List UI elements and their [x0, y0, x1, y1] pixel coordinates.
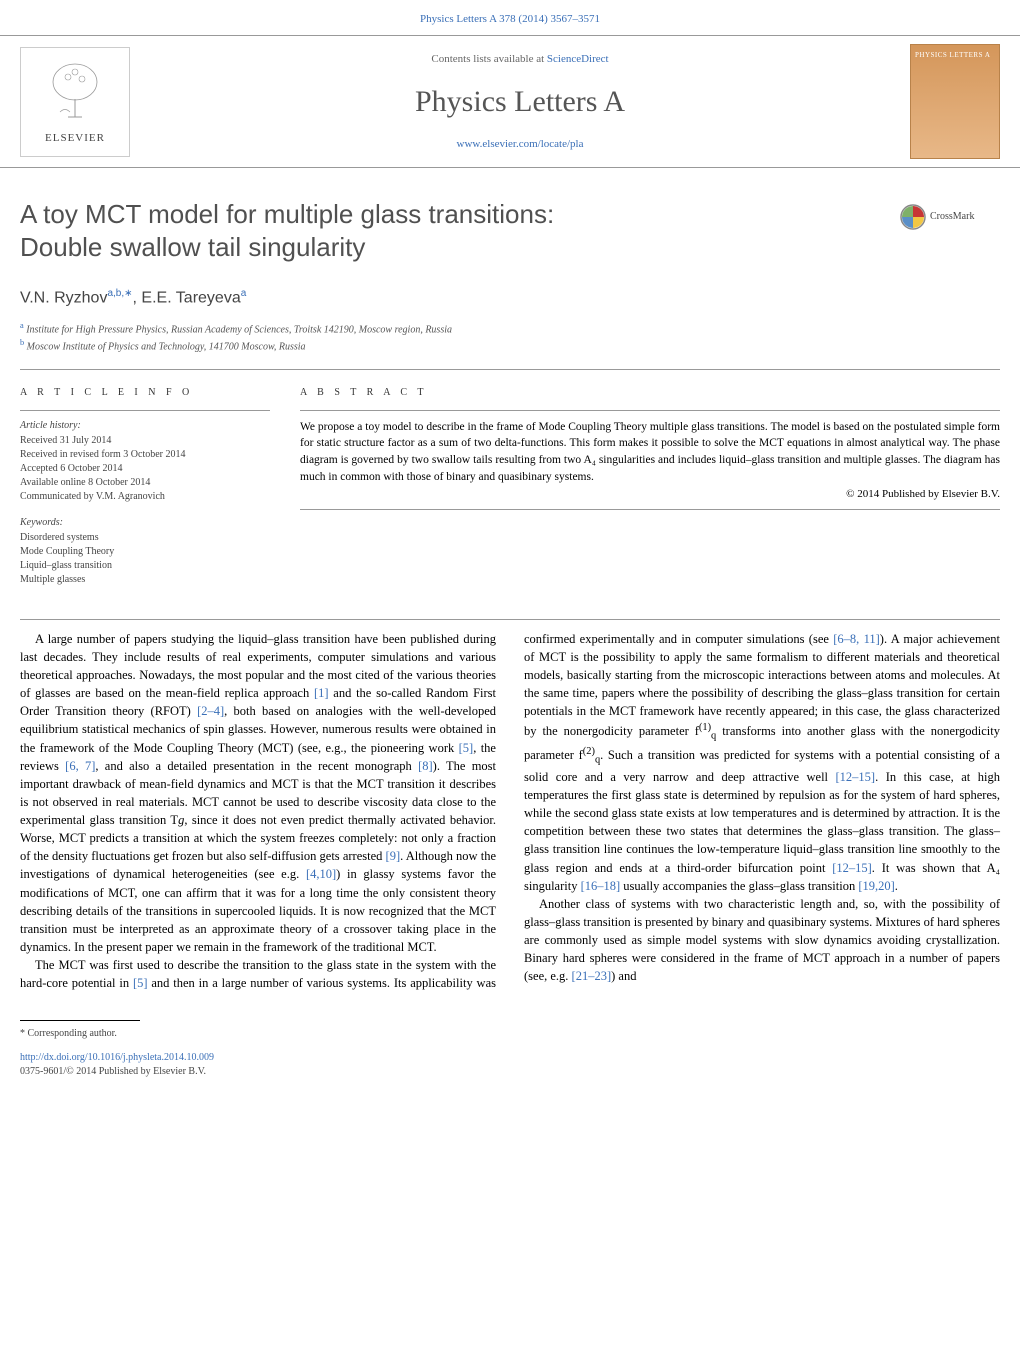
history-communicated: Communicated by V.M. Agranovich [20, 490, 270, 504]
p1e: , and also a detailed presentation in th… [95, 759, 418, 773]
ref-12-15b[interactable]: [12–15] [832, 861, 872, 875]
article-info-heading: A R T I C L E I N F O [20, 386, 270, 400]
abstract-divider [300, 410, 1000, 411]
abstract-text: We propose a toy model to describe in th… [300, 419, 1000, 486]
doi-link[interactable]: http://dx.doi.org/10.1016/j.physleta.201… [20, 1051, 1000, 1065]
body-text: A large number of papers studying the li… [0, 620, 1020, 1013]
title-section: CrossMark A toy MCT model for multiple g… [0, 168, 1020, 273]
fq2-sup: (2) [583, 746, 595, 757]
abstract-heading: A B S T R A C T [300, 386, 1000, 400]
corresponding-author-note: * Corresponding author. [20, 1027, 1000, 1041]
body-p1: A large number of papers studying the li… [20, 630, 496, 956]
abstract: A B S T R A C T We propose a toy model t… [300, 386, 1000, 599]
ref-1[interactable]: [1] [314, 686, 329, 700]
footer-divider [20, 1020, 140, 1021]
history-accepted: Accepted 6 October 2014 [20, 462, 270, 476]
author-2-affil: a [241, 288, 247, 299]
ref-12-15[interactable]: [12–15] [836, 770, 876, 784]
p3b: ) and [611, 969, 636, 983]
elsevier-tree-icon [40, 57, 110, 127]
journal-url[interactable]: www.elsevier.com/locate/pla [130, 137, 910, 152]
ref-9[interactable]: [9] [386, 849, 401, 863]
ref-4-10[interactable]: [4,10] [306, 867, 336, 881]
fq1-sup: (1) [699, 722, 711, 733]
author-1: V.N. Ryzhov [20, 290, 107, 307]
abstract-copyright: © 2014 Published by Elsevier B.V. [300, 487, 1000, 502]
p2i: . [895, 879, 898, 893]
keywords-block: Keywords: Disordered systems Mode Coupli… [20, 516, 270, 587]
ref-16-18[interactable]: [16–18] [581, 879, 621, 893]
paper-title: A toy MCT model for multiple glass trans… [20, 198, 740, 263]
author-2: E.E. Tareyeva [141, 290, 240, 307]
sciencedirect-link[interactable]: ScienceDirect [547, 53, 609, 65]
affiliations: a Institute for High Pressure Physics, R… [0, 316, 1020, 369]
article-history-block: Article history: Received 31 July 2014 R… [20, 419, 270, 504]
issn-copyright: 0375-9601/© 2014 Published by Elsevier B… [20, 1065, 1000, 1079]
crossmark-badge[interactable]: CrossMark [900, 202, 1000, 232]
info-abstract-row: A R T I C L E I N F O Article history: R… [0, 370, 1020, 619]
keywords-label: Keywords: [20, 516, 270, 530]
ref-2-4[interactable]: [2–4] [197, 704, 224, 718]
ref-19-20[interactable]: [19,20] [858, 879, 894, 893]
ref-8[interactable]: [8] [418, 759, 433, 773]
info-divider [20, 410, 270, 411]
article-info: A R T I C L E I N F O Article history: R… [20, 386, 270, 599]
journal-cover-thumbnail: PHYSICS LETTERS A [910, 44, 1000, 159]
journal-header: ELSEVIER Contents lists available at Sci… [0, 35, 1020, 168]
contents-prefix: Contents lists available at [431, 53, 546, 65]
affiliation-b: b Moscow Institute of Physics and Techno… [20, 337, 1000, 354]
history-received: Received 31 July 2014 [20, 434, 270, 448]
ref-21-23[interactable]: [21–23] [572, 969, 612, 983]
publisher-name: ELSEVIER [45, 131, 105, 146]
affil-sup-b: b [20, 338, 24, 347]
keyword-4: Multiple glasses [20, 573, 270, 587]
journal-citation[interactable]: Physics Letters A 378 (2014) 3567–3571 [0, 0, 1020, 35]
ref-5b[interactable]: [5] [133, 976, 148, 990]
affil-sup-a: a [20, 321, 24, 330]
title-line-2: Double swallow tail singularity [20, 232, 365, 262]
ref-5[interactable]: [5] [459, 741, 474, 755]
authors: V.N. Ryzhova,b,∗, E.E. Tareyevaa [0, 273, 1020, 316]
footer: * Corresponding author. http://dx.doi.or… [0, 1012, 1020, 1099]
title-line-1: A toy MCT model for multiple glass trans… [20, 199, 554, 229]
keyword-1: Disordered systems [20, 531, 270, 545]
affiliation-a: a Institute for High Pressure Physics, R… [20, 320, 1000, 337]
history-online: Available online 8 October 2014 [20, 476, 270, 490]
crossmark-label: CrossMark [930, 210, 974, 224]
abstract-bottom-divider [300, 509, 1000, 510]
journal-name: Physics Letters A [130, 81, 910, 123]
header-center: Contents lists available at ScienceDirec… [130, 52, 910, 153]
history-label: Article history: [20, 419, 270, 433]
author-1-affil: a,b,∗ [107, 288, 132, 299]
p2c: ). A major achievement of MCT is the pos… [524, 632, 1000, 739]
cover-title: PHYSICS LETTERS A [915, 51, 995, 61]
body-p3: Another class of systems with two charac… [524, 895, 1000, 986]
p2f: . In this case, at high temperatures the… [524, 770, 1000, 875]
elsevier-logo: ELSEVIER [20, 47, 130, 157]
affil-text-a: Institute for High Pressure Physics, Rus… [26, 324, 452, 335]
keyword-3: Liquid–glass transition [20, 559, 270, 573]
ref-6-8-11[interactable]: [6–8, 11] [833, 632, 880, 646]
keyword-2: Mode Coupling Theory [20, 545, 270, 559]
crossmark-icon [900, 204, 926, 230]
p2h: usually accompanies the glass–glass tran… [620, 879, 858, 893]
affil-text-b: Moscow Institute of Physics and Technolo… [27, 342, 306, 353]
history-revised: Received in revised form 3 October 2014 [20, 448, 270, 462]
ref-6-7[interactable]: [6, 7] [65, 759, 95, 773]
contents-available: Contents lists available at ScienceDirec… [130, 52, 910, 67]
